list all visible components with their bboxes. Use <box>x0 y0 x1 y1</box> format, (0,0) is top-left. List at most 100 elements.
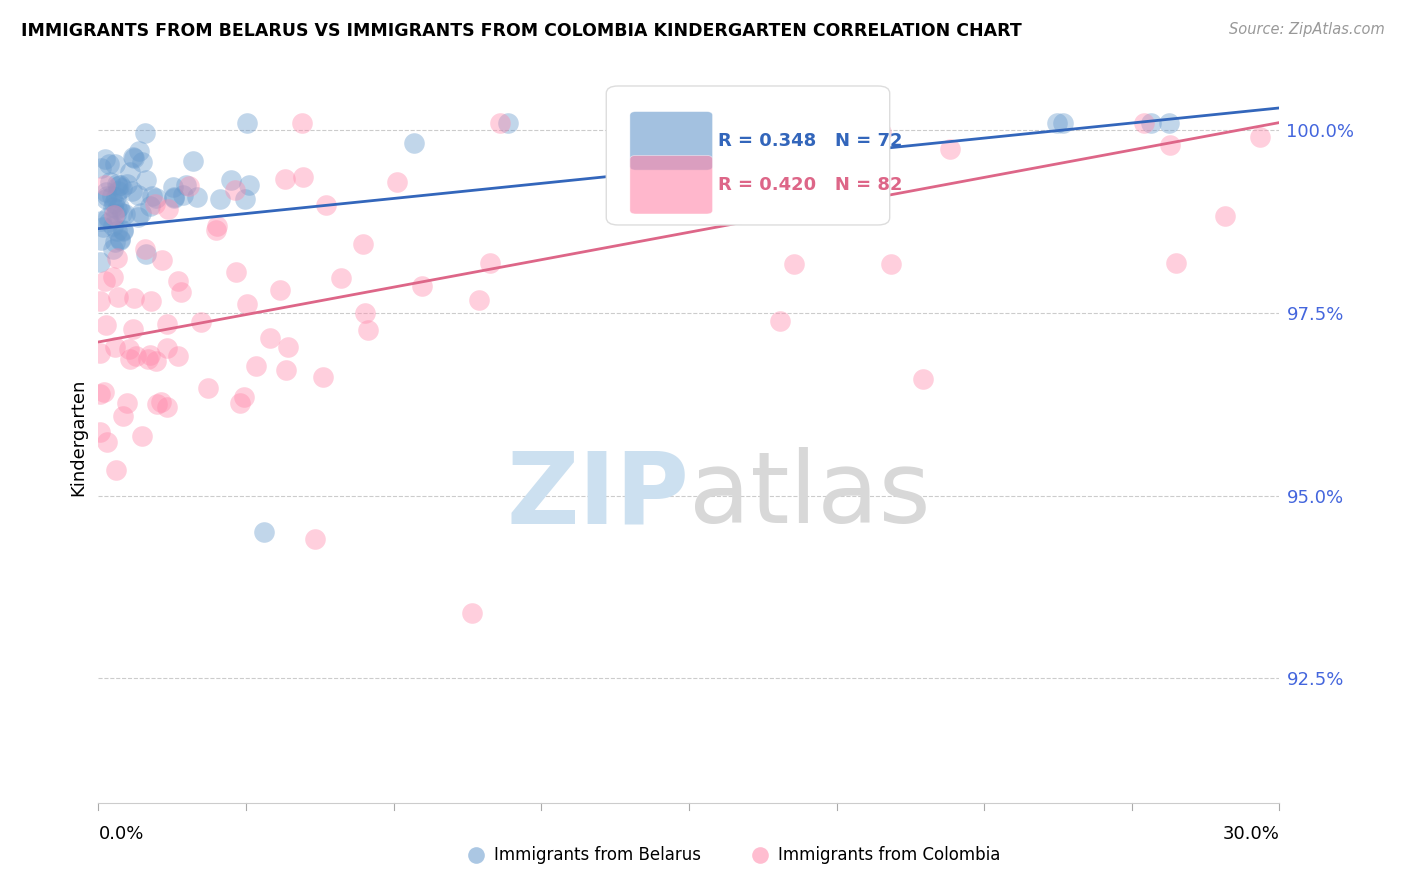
Point <box>145 354 167 368</box>
Point <box>107 178 129 193</box>
Point <box>880 257 903 271</box>
Point <box>939 143 962 157</box>
Point <box>291 169 314 184</box>
Point <box>177 178 200 193</box>
Point <box>1164 256 1187 270</box>
Point <box>225 265 247 279</box>
Point <box>411 278 433 293</box>
Point <box>90 213 112 227</box>
Point <box>103 196 125 211</box>
Point <box>110 232 132 246</box>
Point <box>329 271 352 285</box>
Point <box>387 175 409 189</box>
Text: R = 0.420   N = 82: R = 0.420 N = 82 <box>718 176 903 194</box>
Point <box>98 157 121 171</box>
Point <box>104 207 127 221</box>
Point <box>111 206 134 220</box>
Text: ZIP: ZIP <box>506 447 689 544</box>
Point <box>276 363 298 377</box>
Point <box>146 397 169 411</box>
Point <box>112 409 135 423</box>
Point <box>356 323 378 337</box>
Point <box>103 340 125 354</box>
Point <box>236 115 259 129</box>
Point <box>89 346 111 360</box>
Point <box>110 233 132 247</box>
Point <box>163 191 186 205</box>
Point <box>156 317 179 331</box>
Point <box>89 293 111 308</box>
Point <box>209 192 232 206</box>
Point <box>122 150 145 164</box>
Point <box>121 184 143 198</box>
Point <box>245 359 267 373</box>
Point <box>136 352 159 367</box>
Point <box>125 349 148 363</box>
Point <box>127 210 149 224</box>
Point <box>354 305 377 319</box>
Point <box>197 381 219 395</box>
Point <box>233 192 256 206</box>
Point <box>149 395 172 409</box>
Point <box>104 190 127 204</box>
Text: IMMIGRANTS FROM BELARUS VS IMMIGRANTS FROM COLOMBIA KINDERGARTEN CORRELATION CHA: IMMIGRANTS FROM BELARUS VS IMMIGRANTS FR… <box>21 22 1022 40</box>
Point <box>128 144 150 158</box>
Point <box>104 463 127 477</box>
Point <box>259 331 281 345</box>
Point <box>107 290 129 304</box>
Point <box>911 372 934 386</box>
Point <box>274 171 297 186</box>
Point <box>304 533 326 547</box>
Point <box>117 343 139 357</box>
Point <box>120 164 142 178</box>
Point <box>253 525 276 540</box>
Point <box>479 256 502 270</box>
Point <box>461 606 484 620</box>
Point <box>118 352 141 367</box>
Point <box>107 184 129 198</box>
Point <box>96 435 118 450</box>
Text: atlas: atlas <box>689 447 931 544</box>
Point <box>94 275 117 289</box>
Point <box>124 291 146 305</box>
Y-axis label: Kindergarten: Kindergarten <box>69 378 87 496</box>
Point <box>315 197 337 211</box>
Point <box>101 189 124 203</box>
Point <box>108 178 131 193</box>
Point <box>91 219 114 234</box>
Point <box>101 270 124 285</box>
Point <box>105 177 128 191</box>
Point <box>135 247 157 261</box>
Point <box>205 223 228 237</box>
Point <box>94 186 117 200</box>
Point <box>93 152 115 166</box>
Point <box>167 349 190 363</box>
Point <box>468 293 491 307</box>
Point <box>89 386 111 401</box>
Point <box>103 208 125 222</box>
Point <box>1046 115 1069 129</box>
Text: 0.0%: 0.0% <box>98 825 143 843</box>
Point <box>145 191 167 205</box>
Point <box>1213 210 1236 224</box>
Point <box>711 115 734 129</box>
Point <box>141 189 163 203</box>
Point <box>291 115 314 129</box>
Point <box>162 180 184 194</box>
Point <box>181 153 204 168</box>
Point <box>172 188 194 202</box>
Point <box>277 340 299 354</box>
Point <box>167 274 190 288</box>
Point <box>89 255 111 269</box>
Point <box>156 341 179 355</box>
Point <box>1052 115 1074 129</box>
Point <box>783 257 806 271</box>
Point <box>238 178 260 193</box>
Point <box>150 253 173 268</box>
Point <box>143 197 166 211</box>
Text: R = 0.348   N = 72: R = 0.348 N = 72 <box>718 132 903 150</box>
Point <box>112 224 135 238</box>
Point <box>111 181 134 195</box>
Point <box>139 348 162 362</box>
Point <box>101 200 124 214</box>
